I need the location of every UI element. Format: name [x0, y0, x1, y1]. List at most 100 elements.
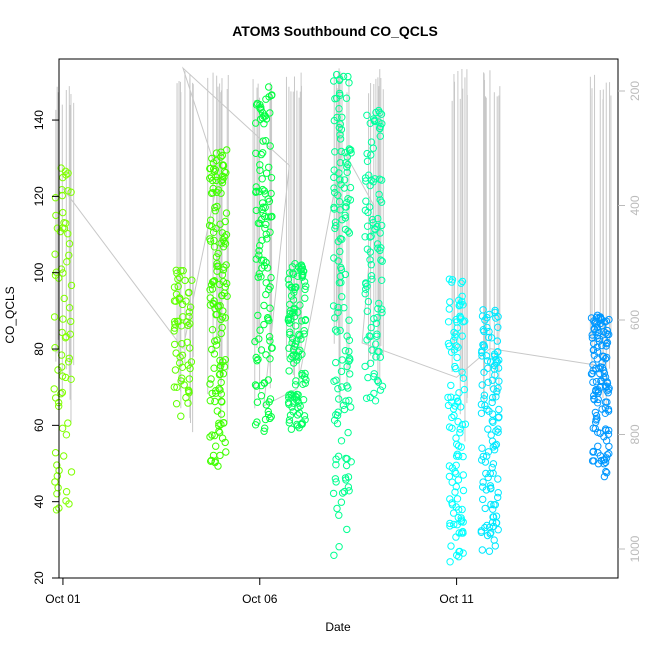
data-point — [267, 174, 276, 182]
data-point — [330, 416, 339, 424]
data-point — [252, 255, 260, 263]
x-axis-title: Date — [325, 620, 351, 634]
data-point — [256, 101, 264, 109]
y-tick-label: 100 — [32, 262, 46, 282]
data-point — [222, 169, 230, 177]
data-point — [253, 357, 261, 365]
data-point — [362, 197, 370, 205]
data-point — [292, 377, 300, 385]
data-point — [302, 282, 310, 290]
data-point — [260, 256, 268, 264]
data-point — [484, 378, 492, 386]
data-point — [589, 346, 598, 354]
data-point — [378, 257, 386, 265]
y-tick-label: 140 — [32, 110, 46, 130]
transit-line — [62, 66, 601, 407]
data-point — [488, 410, 497, 418]
data-point — [479, 341, 487, 349]
data-point — [258, 175, 266, 183]
data-point — [266, 355, 274, 363]
data-point — [479, 483, 487, 491]
data-point — [489, 469, 497, 477]
chart-title: ATOM3 Southbound CO_QCLS — [232, 23, 438, 39]
data-point — [589, 448, 597, 456]
data-point — [491, 501, 499, 509]
data-point — [460, 385, 469, 394]
data-point — [266, 142, 274, 150]
data-point — [494, 475, 502, 483]
data-point — [340, 405, 349, 414]
data-point — [347, 146, 355, 154]
data-point — [479, 495, 487, 504]
data-point — [208, 389, 216, 398]
data-point — [454, 343, 462, 351]
data-point — [346, 183, 355, 192]
data-point — [222, 448, 230, 456]
data-point — [170, 283, 179, 291]
data-point — [206, 433, 214, 441]
data-point — [287, 391, 295, 399]
data-point — [209, 184, 217, 193]
data-point — [214, 262, 222, 270]
data-point — [458, 277, 467, 286]
data-point — [489, 513, 498, 521]
data-point — [361, 362, 369, 371]
data-point — [63, 258, 71, 266]
data-point — [345, 487, 353, 495]
data-point — [177, 412, 185, 420]
data-point — [207, 457, 215, 465]
data-point — [341, 214, 350, 222]
data-point — [374, 305, 382, 313]
data-point — [213, 202, 221, 211]
data-point — [186, 303, 195, 311]
data-point — [375, 106, 383, 115]
data-point — [170, 327, 178, 335]
data-point — [597, 315, 605, 323]
data-point — [252, 119, 260, 127]
data-point — [266, 304, 274, 312]
data-point — [340, 304, 348, 312]
data-point — [483, 405, 491, 413]
data-point — [594, 314, 603, 322]
data-point — [447, 542, 455, 550]
y2-tick-label: 800 — [628, 424, 642, 444]
data-point — [341, 347, 350, 355]
data-point — [368, 275, 376, 283]
data-point — [445, 342, 453, 350]
data-point — [292, 337, 301, 345]
data-point — [446, 298, 454, 306]
data-point — [451, 362, 459, 371]
data-point — [67, 317, 75, 326]
data-point — [376, 353, 384, 361]
data-point — [480, 391, 489, 399]
y2-tick-label: 1000 — [628, 535, 642, 562]
data-point — [342, 94, 351, 102]
data-point — [336, 326, 344, 335]
data-point — [345, 396, 353, 405]
data-point — [376, 386, 385, 394]
data-point — [289, 309, 297, 317]
data-point — [293, 411, 302, 419]
data-point — [294, 404, 302, 412]
data-point — [477, 409, 486, 417]
data-point — [296, 301, 304, 309]
data-point — [602, 454, 611, 462]
data-point — [454, 513, 462, 522]
data-point — [378, 276, 386, 284]
data-point — [588, 334, 597, 342]
data-point — [459, 471, 467, 479]
data-point — [182, 393, 190, 402]
data-point — [51, 344, 59, 352]
data-point — [478, 444, 486, 452]
data-point — [599, 322, 607, 330]
data-point — [452, 533, 460, 541]
data-point — [332, 461, 340, 469]
data-point — [345, 336, 354, 344]
data-point — [338, 489, 347, 497]
data-point — [297, 261, 306, 269]
data-point — [262, 258, 270, 267]
data-point — [185, 312, 193, 321]
data-point — [60, 219, 68, 227]
data-point — [341, 270, 350, 279]
data-point — [217, 189, 225, 197]
